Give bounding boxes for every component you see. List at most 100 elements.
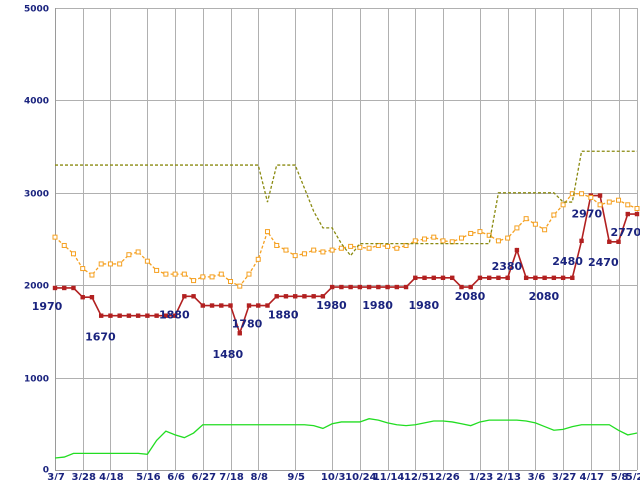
data-point-marker [255, 256, 261, 262]
data-point-marker [532, 221, 538, 227]
data-point-label: 2080 [455, 290, 486, 303]
data-point-marker [246, 271, 252, 277]
data-point-marker [71, 285, 76, 291]
data-point-marker [228, 303, 233, 308]
data-point-label: 2470 [588, 256, 619, 269]
data-point-marker [126, 313, 132, 318]
series-line-green-line [54, 418, 638, 459]
x-axis-tick-label: 6/27 [192, 472, 217, 480]
data-point-marker [486, 275, 492, 281]
series-line-red-line [55, 194, 637, 336]
gridlines: 0 1000 2000 3000 4000 5000 [24, 5, 637, 476]
data-point-marker [80, 266, 86, 272]
x-axis-tick-label: 5/22 [626, 472, 640, 480]
data-point-label: 1480 [212, 348, 243, 361]
data-point-marker [523, 275, 529, 281]
x-axis-tick-label: 1/23 [469, 472, 494, 480]
data-point-marker [246, 303, 252, 308]
data-point-marker [135, 249, 141, 255]
data-point-marker [413, 275, 418, 281]
data-point-label: 1780 [232, 318, 263, 331]
x-axis-tick-label: 10/3 [321, 472, 346, 480]
data-point-marker [108, 313, 113, 318]
data-point-marker [560, 275, 566, 281]
series-line-olive-dotted-line [55, 150, 637, 257]
x-axis-tick-labels: 3/7 3/28 4/18 5/16 6/6 6/27 7/18 8/8 9/5 10/3 10/2… [47, 472, 640, 480]
x-axis-tick-label: 12/26 [428, 472, 460, 480]
data-point-marker [385, 284, 390, 290]
data-point-marker [625, 211, 630, 217]
data-point-marker [495, 238, 501, 244]
series-olive-dotted-line [55, 150, 637, 257]
data-point-marker [292, 253, 298, 259]
data-point-marker [607, 239, 612, 244]
data-point-marker [625, 202, 631, 208]
data-point-marker [505, 235, 511, 241]
data-point-marker [209, 303, 215, 308]
data-point-marker [311, 247, 317, 253]
data-point-marker [144, 258, 150, 264]
data-point-marker [348, 284, 353, 290]
data-point-marker [579, 238, 584, 244]
data-point-marker [394, 284, 400, 290]
data-point-marker [366, 245, 372, 251]
data-point-marker [98, 313, 104, 318]
data-point-marker [320, 294, 326, 299]
y-axis-tick-label: 5000 [24, 5, 49, 15]
data-point-marker [542, 275, 547, 281]
data-point-marker [89, 272, 95, 278]
x-axis-tick-label: 4/17 [580, 472, 605, 480]
data-point-marker [154, 313, 159, 318]
data-point-marker [597, 193, 603, 198]
data-point-marker [422, 275, 427, 281]
vertical-gridlines [55, 8, 638, 470]
data-point-marker [274, 242, 280, 248]
data-point-label: 1980 [316, 299, 347, 312]
data-point-label: 1980 [362, 299, 393, 312]
data-point-marker [320, 249, 326, 255]
data-point-marker [172, 271, 178, 277]
data-point-label: 2970 [571, 208, 602, 221]
x-axis-tick-label: 5/16 [136, 472, 161, 480]
data-point-marker [209, 274, 215, 280]
y-axis-tick-label: 2000 [24, 282, 49, 292]
data-point-marker [496, 275, 501, 281]
y-axis-tick-label: 1000 [24, 375, 49, 385]
data-point-marker [265, 303, 270, 308]
data-point-marker [52, 285, 58, 291]
x-axis-tick-label: 3/7 [47, 472, 65, 480]
data-point-marker [200, 274, 206, 280]
data-point-label: 2380 [492, 260, 523, 273]
data-point-marker [514, 247, 520, 253]
data-point-marker [579, 191, 585, 197]
data-point-label: 1880 [268, 308, 299, 321]
data-point-marker [237, 331, 242, 336]
data-point-marker [163, 271, 169, 277]
x-axis-tick-label: 10/24 [345, 472, 377, 480]
x-axis-tick-label: 5/8 [611, 472, 629, 480]
data-point-marker [357, 284, 363, 290]
series-red-line [52, 193, 640, 336]
data-point-marker [606, 199, 612, 205]
data-point-marker [98, 261, 104, 267]
data-point-marker [458, 235, 464, 241]
data-point-marker [468, 230, 474, 236]
data-point-marker [274, 294, 279, 299]
y-axis-tick-label: 3000 [24, 190, 49, 200]
data-point-marker [181, 271, 187, 277]
data-point-marker [542, 227, 548, 233]
x-axis-tick-label: 12/5 [404, 472, 429, 480]
data-point-marker [301, 251, 307, 257]
data-point-marker [551, 275, 557, 281]
x-axis-tick-label: 3/27 [552, 472, 577, 480]
data-point-marker [523, 216, 529, 222]
data-point-marker [329, 247, 335, 253]
x-axis-tick-label: 7/18 [219, 472, 244, 480]
data-point-marker [412, 238, 418, 244]
data-point-marker [200, 303, 206, 308]
data-point-marker [560, 202, 566, 208]
data-point-marker [376, 284, 381, 290]
data-point-marker [228, 279, 234, 284]
data-point-marker [440, 275, 446, 281]
